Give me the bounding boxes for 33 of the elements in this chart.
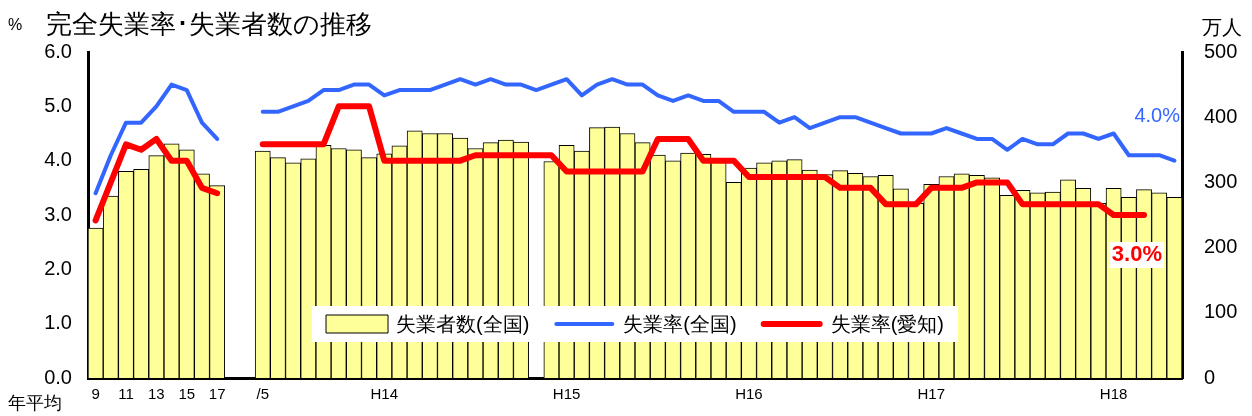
x-tick-label: /5 [256,385,269,403]
chart-title: 完全失業率･失業者数の推移 [46,9,372,40]
y-tick-label: 5.0 [44,93,72,116]
y2-tick-label: 300 [1204,169,1238,192]
y2-tick-label: 100 [1204,300,1238,323]
legend-label: 失業率(全国) [623,312,737,335]
x-tick-label: 9 [91,385,100,403]
legend-label: 失業率(愛知) [830,312,944,335]
data-label: 3.0% [1111,241,1163,267]
y2-tick-label: 500 [1204,39,1238,62]
x-tick-label: H14 [370,385,399,403]
y2-tick-label: 400 [1204,104,1238,127]
x-tick-label: H16 [735,385,763,403]
x-tick-label: H15 [552,385,581,403]
x-tick-label: 15 [178,385,196,403]
legend-label: 失業者数(全国) [396,312,530,335]
y-tick-label: 3.0 [44,202,72,225]
y-axis-title: % [8,16,23,34]
x-tick-label: 17 [208,385,226,403]
x-tick-label: H17 [917,385,946,403]
y2-tick-label: 0 [1204,365,1216,388]
x-tick-label: H18 [1099,385,1128,403]
data-label: 4.0% [1134,104,1181,127]
y-tick-label: 1.0 [44,311,72,334]
x-tick-label: 13 [148,385,165,403]
y-tick-label: 2.0 [44,256,72,279]
y2-axis-title: 万人 [1202,15,1242,38]
text: 年平均 [8,392,62,413]
x-tick-label: 11 [118,385,134,403]
y-tick-label: 6.0 [44,39,72,62]
y-tick-label: 4.0 [44,148,72,171]
y2-tick-label: 200 [1204,235,1238,258]
y-tick-label: 0.0 [44,365,72,388]
